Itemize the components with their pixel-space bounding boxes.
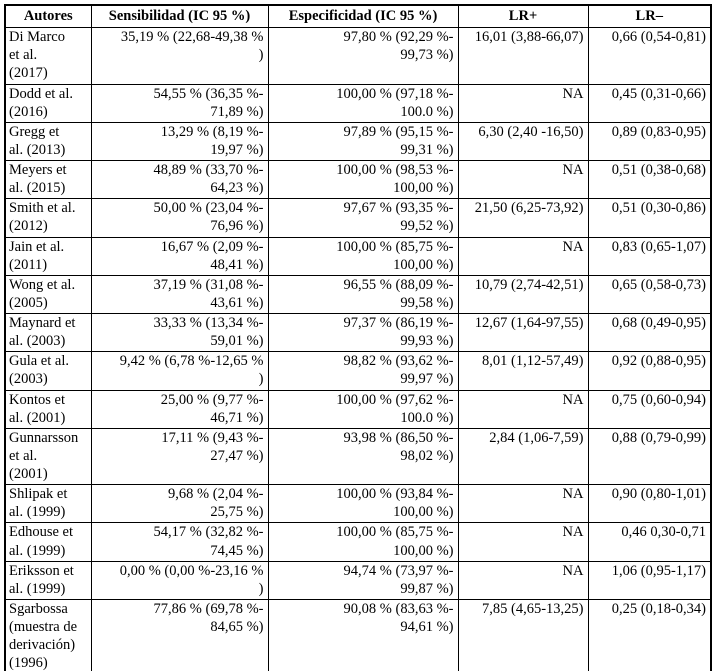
sensitivity-cell: 35,19 % (22,68-49,38 % ) — [90, 27, 269, 85]
header-especificidad: Especificidad (IC 95 %) — [267, 4, 459, 29]
table-row: Edhouse et al. (1999) 54,17 % (32,82 %- … — [4, 522, 712, 562]
author-cell: Gula et al. (2003) — [4, 351, 92, 391]
specificity-cell: 100,00 % (97,18 %- 100.0 %) — [267, 83, 459, 123]
table-row: Kontos et al. (2001) 25,00 % (9,77 %- 46… — [4, 389, 712, 429]
lr-negative-cell: 0,66 (0,54-0,81) — [587, 27, 712, 85]
specificity-cell: 97,80 % (92,29 %- 99,73 %) — [267, 27, 459, 85]
sensitivity-cell: 16,67 % (2,09 %- 48,41 %) — [90, 236, 269, 276]
lr-negative-cell: 0,75 (0,60-0,94) — [587, 389, 712, 429]
lr-negative-cell: 0,92 (0,88-0,95) — [587, 351, 712, 391]
specificity-cell: 93,98 % (86,50 %- 98,02 %) — [267, 427, 459, 486]
table-row: Gregg et al. (2013) 13,29 % (8,19 %- 19,… — [4, 121, 712, 162]
sensitivity-cell: 9,68 % (2,04 %- 25,75 %) — [90, 484, 269, 524]
author-cell: Eriksson et al. (1999) — [4, 560, 92, 600]
lr-negative-cell: 0,90 (0,80-1,01) — [587, 484, 712, 524]
table-row: Di Marco et al. (2017) 35,19 % (22,68-49… — [4, 27, 712, 85]
lr-positive-cell: NA — [457, 389, 589, 429]
table-row: Jain et al. (2011) 16,67 % (2,09 %- 48,4… — [4, 236, 712, 276]
author-cell: Gregg et al. (2013) — [4, 121, 92, 162]
header-autores: Autores — [4, 4, 92, 29]
specificity-cell: 100,00 % (85,75 %- 100,00 %) — [267, 522, 459, 562]
specificity-cell: 97,67 % (93,35 %- 99,52 %) — [267, 198, 459, 238]
table-row: Meyers et al. (2015) 48,89 % (33,70 %- 6… — [4, 159, 712, 200]
author-cell: Gunnarsson et al. (2001) — [4, 427, 92, 486]
lr-positive-cell: NA — [457, 83, 589, 123]
sensitivity-cell: 0,00 % (0,00 %-23,16 % ) — [90, 560, 269, 600]
table-row: Wong et al. (2005) 37,19 % (31,08 %- 43,… — [4, 274, 712, 315]
author-cell: Jain et al. (2011) — [4, 236, 92, 276]
author-cell: Kontos et al. (2001) — [4, 389, 92, 429]
author-cell: Sgarbossa (muestra de derivación) (1996) — [4, 598, 92, 671]
header-row: Autores Sensibilidad (IC 95 %) Especific… — [4, 4, 712, 29]
author-cell: Wong et al. (2005) — [4, 274, 92, 315]
sensitivity-cell: 9,42 % (6,78 %-12,65 % ) — [90, 351, 269, 391]
table-row: Shlipak et al. (1999) 9,68 % (2,04 %- 25… — [4, 484, 712, 524]
lr-positive-cell: NA — [457, 236, 589, 276]
lr-positive-cell: 12,67 (1,64-97,55) — [457, 312, 589, 353]
lr-negative-cell: 0,51 (0,38-0,68) — [587, 159, 712, 200]
author-cell: Maynard et al. (2003) — [4, 312, 92, 353]
specificity-cell: 96,55 % (88,09 %- 99,58 %) — [267, 274, 459, 315]
specificity-cell: 94,74 % (73,97 %- 99,87 %) — [267, 560, 459, 600]
specificity-cell: 90,08 % (83,63 %- 94,61 %) — [267, 598, 459, 671]
lr-negative-cell: 0,88 (0,79-0,99) — [587, 427, 712, 486]
lr-negative-cell: 0,45 (0,31-0,66) — [587, 83, 712, 123]
lr-positive-cell: NA — [457, 522, 589, 562]
sensitivity-cell: 37,19 % (31,08 %- 43,61 %) — [90, 274, 269, 315]
table-row: Dodd et al. (2016) 54,55 % (36,35 %- 71,… — [4, 83, 712, 123]
lr-negative-cell: 0,89 (0,83-0,95) — [587, 121, 712, 162]
author-cell: Shlipak et al. (1999) — [4, 484, 92, 524]
lr-negative-cell: 0,46 0,30-0,71 — [587, 522, 712, 562]
table-row: Gula et al. (2003) 9,42 % (6,78 %-12,65 … — [4, 351, 712, 391]
author-cell: Edhouse et al. (1999) — [4, 522, 92, 562]
author-cell: Dodd et al. (2016) — [4, 83, 92, 123]
lr-positive-cell: 2,84 (1,06-7,59) — [457, 427, 589, 486]
lr-negative-cell: 0,83 (0,65-1,07) — [587, 236, 712, 276]
header-sensibilidad: Sensibilidad (IC 95 %) — [90, 4, 269, 29]
sensitivity-cell: 54,17 % (32,82 %- 74,45 %) — [90, 522, 269, 562]
table-row: Sgarbossa (muestra de derivación) (1996)… — [4, 598, 712, 671]
lr-negative-cell: 0,65 (0,58-0,73) — [587, 274, 712, 315]
sensitivity-cell: 54,55 % (36,35 %- 71,89 %) — [90, 83, 269, 123]
specificity-cell: 98,82 % (93,62 %- 99,97 %) — [267, 351, 459, 391]
sensitivity-cell: 33,33 % (13,34 %- 59,01 %) — [90, 312, 269, 353]
lr-positive-cell: 16,01 (3,88-66,07) — [457, 27, 589, 85]
specificity-cell: 100,00 % (93,84 %- 100,00 %) — [267, 484, 459, 524]
lr-positive-cell: 10,79 (2,74-42,51) — [457, 274, 589, 315]
header-lr-positive: LR+ — [457, 4, 589, 29]
sensitivity-cell: 77,86 % (69,78 %- 84,65 %) — [90, 598, 269, 671]
author-cell: Meyers et al. (2015) — [4, 159, 92, 200]
lr-positive-cell: 6,30 (2,40 -16,50) — [457, 121, 589, 162]
author-cell: Smith et al. (2012) — [4, 198, 92, 238]
specificity-cell: 97,89 % (95,15 %- 99,31 %) — [267, 121, 459, 162]
lr-negative-cell: 0,25 (0,18-0,34) — [587, 598, 712, 671]
table-row: Smith et al. (2012) 50,00 % (23,04 %- 76… — [4, 198, 712, 238]
table-row: Gunnarsson et al. (2001) 17,11 % (9,43 %… — [4, 427, 712, 486]
specificity-cell: 100,00 % (85,75 %- 100,00 %) — [267, 236, 459, 276]
sensitivity-cell: 13,29 % (8,19 %- 19,97 %) — [90, 121, 269, 162]
lr-negative-cell: 0,51 (0,30-0,86) — [587, 198, 712, 238]
lr-positive-cell: 8,01 (1,12-57,49) — [457, 351, 589, 391]
sensitivity-cell: 17,11 % (9,43 %- 27,47 %) — [90, 427, 269, 486]
lr-positive-cell: 7,85 (4,65-13,25) — [457, 598, 589, 671]
lr-positive-cell: NA — [457, 484, 589, 524]
lr-negative-cell: 1,06 (0,95-1,17) — [587, 560, 712, 600]
lr-negative-cell: 0,68 (0,49-0,95) — [587, 312, 712, 353]
specificity-cell: 97,37 % (86,19 %- 99,93 %) — [267, 312, 459, 353]
lr-positive-cell: NA — [457, 159, 589, 200]
header-lr-negative: LR– — [587, 4, 712, 29]
sensitivity-cell: 48,89 % (33,70 %- 64,23 %) — [90, 159, 269, 200]
lr-positive-cell: 21,50 (6,25-73,92) — [457, 198, 589, 238]
lr-positive-cell: NA — [457, 560, 589, 600]
author-cell: Di Marco et al. (2017) — [4, 27, 92, 85]
table-row: Maynard et al. (2003) 33,33 % (13,34 %- … — [4, 312, 712, 353]
diagnostic-accuracy-table: Autores Sensibilidad (IC 95 %) Especific… — [4, 4, 712, 671]
sensitivity-cell: 25,00 % (9,77 %- 46,71 %) — [90, 389, 269, 429]
specificity-cell: 100,00 % (98,53 %- 100,00 %) — [267, 159, 459, 200]
sensitivity-cell: 50,00 % (23,04 %- 76,96 %) — [90, 198, 269, 238]
specificity-cell: 100,00 % (97,62 %- 100.0 %) — [267, 389, 459, 429]
table-row: Eriksson et al. (1999) 0,00 % (0,00 %-23… — [4, 560, 712, 600]
